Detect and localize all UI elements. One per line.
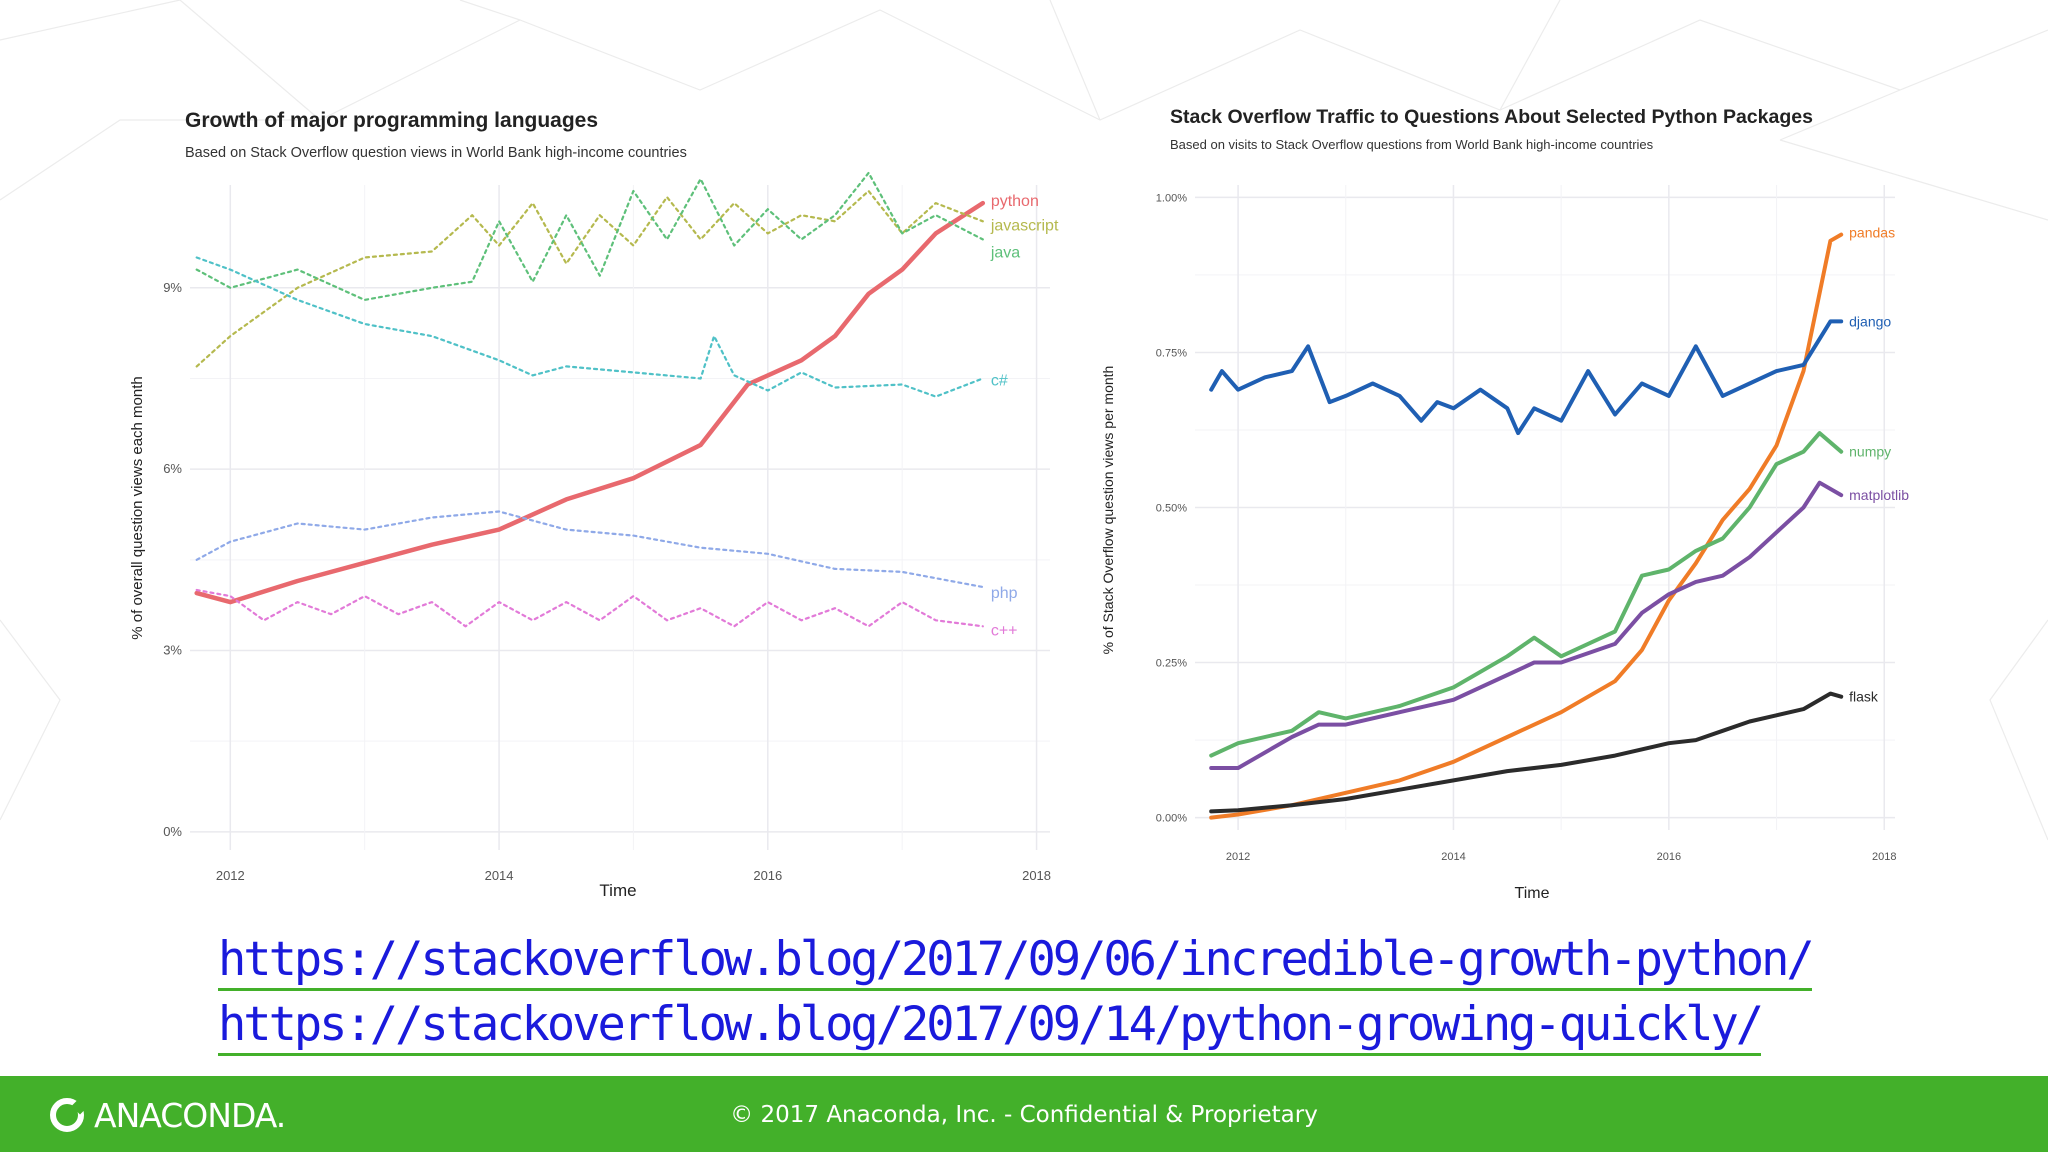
y-axis-label: % of Stack Overflow question views per m… — [1100, 366, 1116, 655]
logo-text: ANACONDA. — [94, 1095, 286, 1135]
y-tick-label: 0.50% — [1156, 503, 1187, 515]
x-tick-label: 2018 — [1022, 868, 1051, 883]
y-tick-label: 0% — [163, 824, 182, 839]
chart-language-growth: Growth of major programming languages Ba… — [129, 109, 1059, 900]
chart-subtitle: Based on visits to Stack Overflow questi… — [1170, 137, 1654, 152]
x-axis-label: Time — [599, 881, 636, 900]
link-incredible-growth-python[interactable]: https://stackoverflow.blog/2017/09/06/in… — [218, 932, 1815, 991]
x-tick-label: 2014 — [485, 868, 514, 883]
series-lines — [194, 171, 986, 628]
axis-ticks: 0% 3% 6% 9% 2012 2014 2016 2018 — [163, 280, 1051, 883]
x-tick-label: 2012 — [216, 868, 245, 883]
series-line-flask — [1209, 691, 1844, 814]
series-labels: python javascript java c# php c++ — [990, 193, 1059, 639]
grid — [190, 185, 1050, 850]
background-network-pattern — [0, 0, 2048, 841]
y-tick-label: 0.75% — [1156, 347, 1187, 359]
series-labels: pandas django numpy matplotlib flask — [1849, 225, 1909, 705]
series-label-pandas: pandas — [1849, 225, 1895, 241]
series-label-java: java — [990, 244, 1020, 261]
series-label-javascript: javascript — [990, 217, 1059, 234]
series-line-cplusplus — [195, 588, 984, 628]
x-tick-label: 2018 — [1872, 851, 1896, 863]
series-label-flask: flask — [1849, 689, 1879, 705]
chart-title: Growth of major programming languages — [185, 109, 598, 132]
series-line-python — [194, 200, 986, 605]
x-tick-label: 2012 — [1226, 851, 1250, 863]
x-tick-label: 2016 — [753, 868, 782, 883]
series-line-numpy — [1209, 431, 1844, 758]
chart-title: Stack Overflow Traffic to Questions Abou… — [1170, 106, 1813, 128]
series-line-django — [1209, 319, 1844, 436]
series-label-python: python — [991, 193, 1039, 210]
link-python-growing-quickly[interactable]: https://stackoverflow.blog/2017/09/14/py… — [218, 997, 1764, 1056]
x-tick-label: 2016 — [1657, 851, 1681, 863]
series-label-numpy: numpy — [1849, 444, 1891, 460]
y-tick-label: 6% — [163, 461, 182, 476]
series-label-csharp: c# — [991, 372, 1008, 389]
series-lines — [1209, 232, 1844, 820]
series-line-matplotlib — [1209, 480, 1844, 770]
y-tick-label: 9% — [163, 280, 182, 295]
footer-bar: ANACONDA. © 2017 Anaconda, Inc. - Confid… — [0, 1076, 2048, 1152]
axis-ticks: 0.00% 0.25% 0.50% 0.75% 1.00% 2012 2014 2016 201… — [1156, 192, 1897, 863]
series-line-php — [195, 510, 984, 589]
grid — [1195, 185, 1895, 830]
series-label-cplusplus: c++ — [991, 622, 1018, 639]
series-label-django: django — [1849, 313, 1891, 329]
y-tick-label: 3% — [163, 643, 182, 658]
series-line-pandas — [1209, 232, 1844, 820]
y-tick-label: 1.00% — [1156, 192, 1187, 204]
copyright-text: © 2017 Anaconda, Inc. - Confidential & P… — [730, 1102, 1318, 1128]
x-tick-label: 2014 — [1441, 851, 1465, 863]
chart-python-packages: Stack Overflow Traffic to Questions Abou… — [1100, 106, 1909, 902]
series-label-php: php — [991, 585, 1018, 602]
y-tick-label: 0.25% — [1156, 658, 1187, 670]
x-axis-label: Time — [1515, 885, 1550, 902]
y-tick-label: 0.00% — [1156, 813, 1187, 825]
anaconda-ring-icon — [50, 1098, 84, 1132]
series-line-csharp — [195, 256, 984, 398]
y-axis-label: % of overall question views each month — [129, 376, 146, 639]
series-line-javascript — [195, 189, 984, 368]
reference-links: https://stackoverflow.blog/2017/09/06/in… — [218, 932, 1815, 1062]
series-label-matplotlib: matplotlib — [1849, 487, 1909, 503]
anaconda-logo: ANACONDA. — [50, 1092, 286, 1138]
chart-subtitle: Based on Stack Overflow question views i… — [185, 145, 687, 161]
series-line-java — [195, 171, 984, 301]
